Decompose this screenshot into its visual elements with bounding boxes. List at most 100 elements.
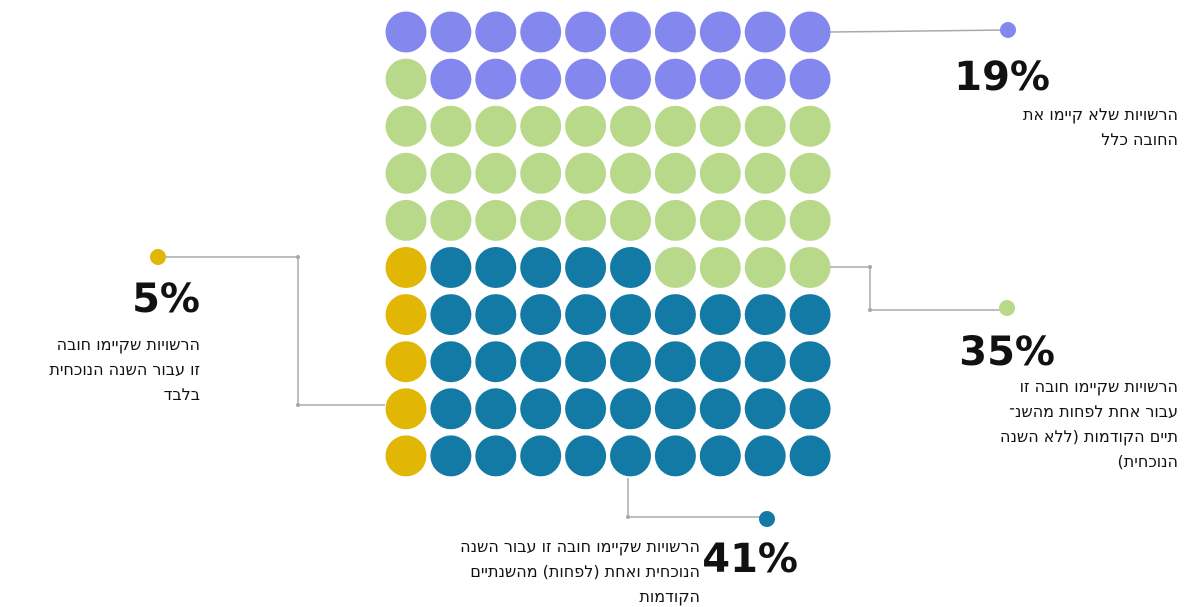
- waffle-dot: [385, 435, 427, 477]
- waffle-dot: [565, 435, 607, 477]
- waffle-dot: [654, 247, 696, 288]
- waffle-dot: [789, 341, 831, 383]
- waffle-dot: [520, 247, 562, 288]
- waffle-dot: [565, 294, 607, 336]
- waffle-dot: [475, 105, 517, 147]
- waffle-dot: [430, 58, 472, 100]
- waffle-dot: [565, 199, 607, 241]
- waffle-dot: [475, 388, 517, 430]
- connector: [158, 256, 385, 406]
- waffle-dot: [385, 11, 427, 53]
- waffle-dot: [475, 152, 517, 194]
- waffle-dot: [520, 199, 562, 241]
- waffle-dot: [654, 11, 696, 53]
- connector: [829, 29, 1009, 33]
- legend-label: הרשויות שקיימו חובה זו: [1020, 377, 1178, 396]
- waffle-dot: [475, 341, 517, 383]
- legend-dot: [1000, 22, 1016, 38]
- waffle-dot: [744, 341, 786, 383]
- waffle-dot: [565, 388, 607, 430]
- waffle-dot: [654, 199, 696, 241]
- legend-label: הרשויות שלא קיימו את: [1023, 105, 1178, 124]
- waffle-dot: [789, 105, 831, 147]
- waffle-dot: [385, 294, 427, 336]
- waffle-dot: [520, 58, 562, 100]
- legend-label: בלבד: [164, 385, 200, 404]
- waffle-dot: [699, 58, 741, 100]
- waffle-dot: [565, 341, 607, 383]
- waffle-dot: [654, 105, 696, 147]
- waffle-dot: [789, 199, 831, 241]
- waffle-dot: [610, 294, 651, 336]
- waffle-dot: [520, 341, 562, 383]
- waffle-dot: [475, 435, 517, 477]
- waffle-dot: [475, 11, 517, 53]
- waffle-dot: [610, 199, 651, 241]
- waffle-dot: [699, 341, 741, 383]
- percent-label: 35%: [959, 329, 1055, 375]
- waffle-dot: [699, 294, 741, 336]
- waffle-dot: [520, 294, 562, 336]
- waffle-dot: [385, 388, 427, 430]
- percent-label: 5%: [132, 276, 200, 322]
- waffle-dot: [430, 294, 472, 336]
- connector-joint: [868, 265, 872, 269]
- waffle-dot: [475, 294, 517, 336]
- legend-label: עבור אחת לפחות מהשנ־: [1009, 402, 1178, 421]
- legend-label: הרשויות שקיימו חובה זו עבור השנה: [460, 537, 700, 556]
- waffle-dot: [699, 388, 741, 430]
- waffle-dot: [744, 152, 786, 194]
- waffle-dot: [610, 388, 651, 430]
- waffle-dot: [430, 11, 472, 53]
- waffle-dot: [385, 152, 427, 194]
- waffle-dot: [520, 105, 562, 147]
- waffle-dot: [565, 247, 607, 288]
- waffle-dot: [699, 152, 741, 194]
- waffle-dot: [385, 105, 427, 147]
- waffle-dot: [565, 11, 607, 53]
- legend-label: תיים הקודמות (ללא השנה: [1000, 427, 1178, 446]
- waffle-dot: [654, 388, 696, 430]
- waffle-dot: [699, 247, 741, 288]
- waffle-dot: [789, 388, 831, 430]
- waffle-dot: [744, 58, 786, 100]
- percent-label: 19%: [954, 54, 1050, 100]
- connector: [627, 478, 767, 518]
- legend-label: הנוכחית): [1118, 452, 1178, 471]
- waffle-dot: [430, 388, 472, 430]
- waffle-dot: [699, 435, 741, 477]
- legend-dot: [999, 300, 1015, 316]
- waffle-dot: [430, 152, 472, 194]
- legend-label: החובה כלל: [1101, 130, 1178, 149]
- waffle-dot: [744, 199, 786, 241]
- waffle-dot: [699, 11, 741, 53]
- waffle-dot: [430, 199, 472, 241]
- waffle-dot: [610, 152, 651, 194]
- legend-dot: [759, 511, 775, 527]
- waffle-dot: [610, 11, 651, 53]
- waffle-dot: [430, 341, 472, 383]
- waffle-dot: [744, 247, 786, 288]
- legend-dot: [150, 249, 166, 265]
- connector-joint: [296, 403, 300, 407]
- waffle-dot: [789, 435, 831, 477]
- waffle-dot: [520, 11, 562, 53]
- waffle-dot: [699, 105, 741, 147]
- waffle-dot: [744, 11, 786, 53]
- waffle-dot: [610, 341, 651, 383]
- connector-joint: [296, 255, 300, 259]
- waffle-dot: [744, 105, 786, 147]
- waffle-dot: [610, 105, 651, 147]
- waffle-dot: [744, 435, 786, 477]
- waffle-dot: [430, 435, 472, 477]
- waffle-dot: [565, 152, 607, 194]
- connector-joint: [626, 515, 630, 519]
- legend-label: הרשויות שקיימו חובה: [57, 335, 200, 354]
- waffle-dot: [789, 294, 831, 336]
- waffle-dot: [789, 11, 831, 53]
- waffle-dot: [565, 105, 607, 147]
- waffle-dot: [789, 58, 831, 100]
- waffle-dot: [385, 247, 427, 288]
- connector: [830, 266, 1007, 311]
- waffle-dot: [610, 435, 651, 477]
